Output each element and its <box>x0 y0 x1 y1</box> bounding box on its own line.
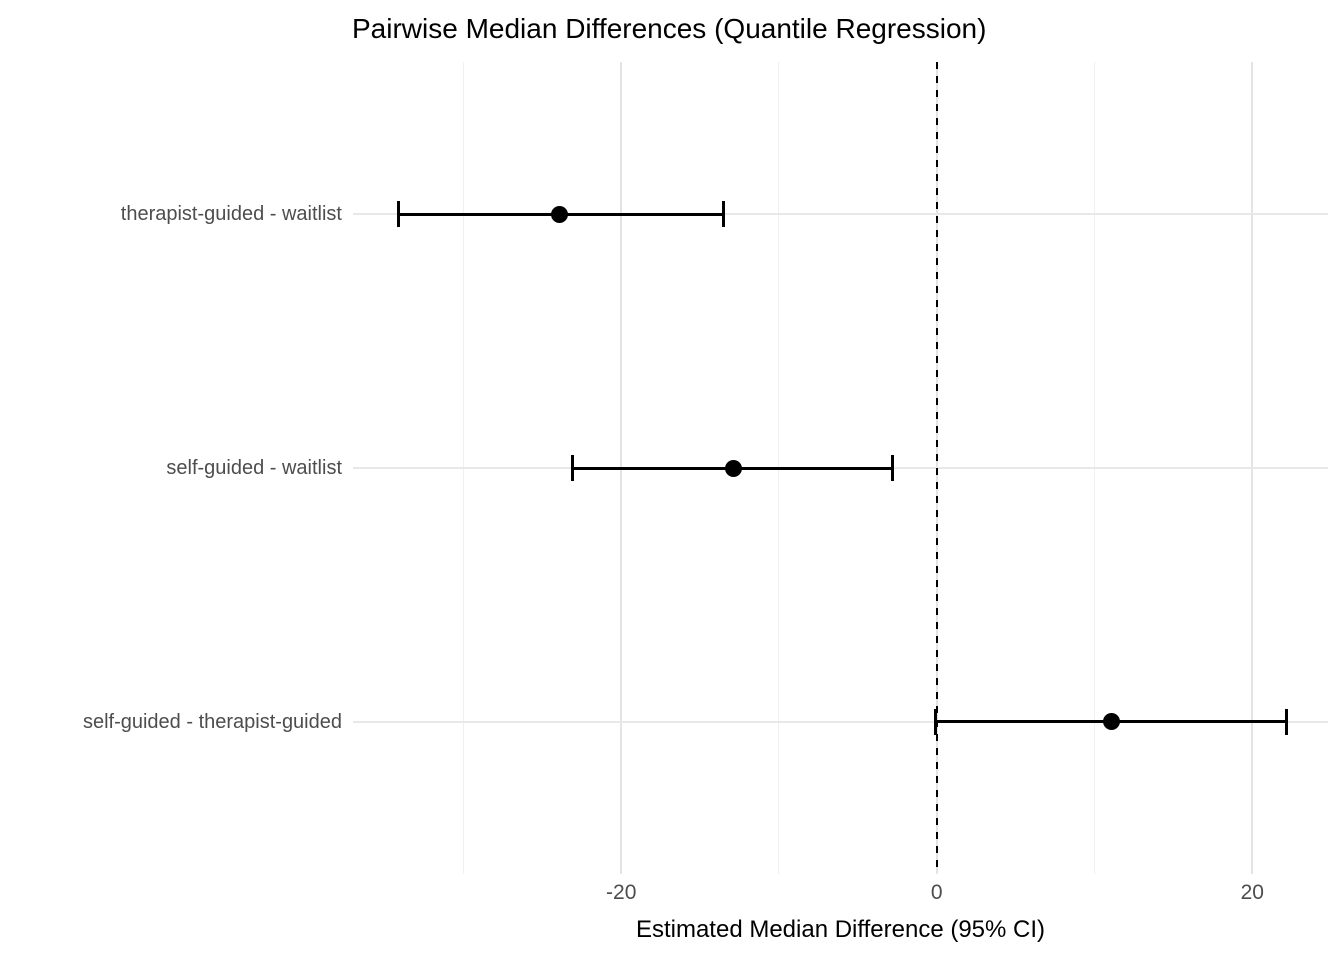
y-axis-category-label: self-guided - therapist-guided <box>82 710 342 733</box>
point-estimate <box>724 459 742 477</box>
error-bar-cap-lower <box>570 455 574 481</box>
y-axis-category-label: self-guided - waitlist <box>166 457 342 479</box>
zero-reference-line <box>935 62 938 874</box>
plot-panel <box>353 62 1328 874</box>
error-bar-cap-upper <box>1285 708 1289 735</box>
error-bar-cap-upper <box>722 201 726 228</box>
x-tick-label: -20 <box>606 881 637 904</box>
point-estimate <box>551 205 569 223</box>
error-bar-cap-upper <box>891 455 895 481</box>
x-tick-label: 0 <box>930 881 943 904</box>
point-estimate <box>1103 713 1121 731</box>
y-axis-category-label: therapist-guided - waitlist <box>120 203 342 226</box>
error-bar-cap-lower <box>397 201 401 228</box>
horizontal-gridline <box>353 720 1328 723</box>
error-bar-cap-lower <box>933 708 937 735</box>
horizontal-gridline <box>353 213 1328 216</box>
chart-title: Pairwise Median Differences (Quantile Re… <box>352 13 987 44</box>
x-tick-label: 20 <box>1240 881 1264 904</box>
x-axis-title: Estimated Median Difference (95% CI) <box>635 916 1046 943</box>
